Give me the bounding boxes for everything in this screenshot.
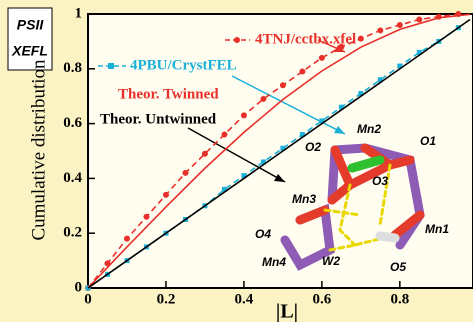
legend-marker bbox=[108, 63, 114, 69]
series-label: Theor. Untwinned bbox=[100, 111, 217, 127]
x-tick-label: 0.6 bbox=[313, 291, 332, 307]
atom-label: O4 bbox=[255, 227, 271, 241]
x-tick-label: 0.2 bbox=[157, 291, 176, 307]
marker bbox=[124, 236, 130, 242]
y-tick-label: 0 bbox=[75, 279, 83, 295]
marker bbox=[202, 151, 208, 157]
marker bbox=[319, 55, 325, 61]
series-label: Theor. Twinned bbox=[118, 86, 219, 102]
y-tick-label: 0.4 bbox=[63, 170, 82, 186]
atom-label: W2 bbox=[322, 254, 340, 268]
marker bbox=[358, 36, 364, 42]
atom-label: O5 bbox=[390, 260, 406, 274]
marker bbox=[182, 170, 188, 176]
x-tick-label: 0.8 bbox=[390, 291, 409, 307]
y-label: Cumulative distribution bbox=[28, 59, 49, 241]
y-tick-label: 0.8 bbox=[63, 60, 82, 76]
atom-label: Mn3 bbox=[292, 192, 316, 206]
badge: XEFL bbox=[11, 43, 48, 59]
marker bbox=[143, 214, 149, 220]
marker bbox=[299, 69, 305, 75]
marker bbox=[241, 112, 247, 118]
atom-label: Mn2 bbox=[357, 122, 381, 136]
marker bbox=[280, 82, 286, 88]
marker bbox=[397, 22, 403, 28]
marker bbox=[377, 27, 383, 33]
y-tick-label: 0.2 bbox=[63, 225, 82, 241]
x-label: |L| bbox=[276, 301, 298, 322]
marker bbox=[416, 16, 422, 22]
badge: PSII bbox=[17, 17, 45, 33]
atom-label: O1 bbox=[420, 134, 436, 148]
x-tick-label: 0.4 bbox=[235, 291, 254, 307]
atom-label: O3 bbox=[372, 174, 388, 188]
series-label: 4PBU/CrystFEL bbox=[130, 57, 237, 73]
x-tick-label: 0 bbox=[84, 291, 92, 307]
atom-label: Mn4 bbox=[262, 255, 286, 269]
marker bbox=[163, 192, 169, 198]
series-label: 4TNJ/cctbx.xfel bbox=[255, 31, 356, 47]
chart: PSII XEFL |L| Cumulative distribution Mn… bbox=[0, 0, 473, 322]
atom-label: Mn1 bbox=[425, 222, 449, 236]
y-tick-label: 0.6 bbox=[63, 115, 82, 131]
y-tick-label: 1 bbox=[75, 5, 83, 21]
marker bbox=[221, 132, 227, 138]
legend-marker bbox=[234, 37, 240, 43]
atom-label: O2 bbox=[305, 140, 321, 154]
marker bbox=[260, 96, 266, 102]
